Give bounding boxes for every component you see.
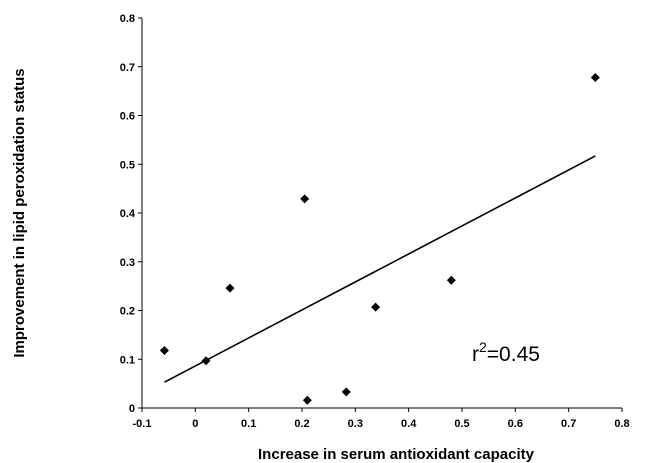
x-tick-label: -0.1: [133, 418, 152, 430]
x-axis-ticks: -0.1 0 0.1 0.2 0.3 0.4 0.5 0.6 0.7 0.8: [133, 408, 630, 430]
data-point: [446, 275, 456, 285]
x-tick-label: 0.4: [401, 418, 417, 430]
data-point: [590, 72, 600, 82]
data-point: [201, 356, 211, 366]
y-tick-label: 0.3: [120, 257, 135, 269]
x-tick-label: 0.2: [294, 418, 309, 430]
y-tick-label: 0.2: [120, 306, 135, 318]
r-squared-annotation: r2=0.45: [472, 339, 540, 366]
data-point: [225, 283, 235, 293]
y-tick-label: 0.6: [120, 111, 135, 123]
trendline: [164, 155, 596, 383]
y-axis-ticks: 0 0.1 0.2 0.3 0.4 0.5 0.6 0.7 0.8: [120, 13, 142, 415]
y-tick-label: 0.7: [120, 62, 135, 74]
x-tick-label: 0.8: [614, 418, 629, 430]
x-tick-label: 0.7: [561, 418, 576, 430]
y-axis-title: Improvement in lipid peroxidation status: [11, 68, 28, 357]
x-tick-label: 0: [192, 418, 198, 430]
x-tick-label: 0.1: [241, 418, 256, 430]
y-tick-label: 0.8: [120, 13, 135, 25]
x-axis-title: Increase in serum antioxidant capacity: [258, 446, 535, 463]
y-tick-label: 0.5: [120, 159, 135, 171]
x-tick-label: 0.5: [454, 418, 469, 430]
y-tick-label: 0.4: [120, 208, 136, 220]
x-tick-label: 0.3: [348, 418, 363, 430]
data-point: [341, 387, 351, 397]
x-tick-label: 0.6: [508, 418, 523, 430]
data-point: [300, 194, 310, 204]
data-point: [371, 302, 381, 312]
data-points: [159, 72, 600, 405]
data-point: [159, 345, 169, 355]
y-tick-label: 0: [129, 403, 135, 415]
data-point: [302, 395, 312, 405]
y-tick-label: 0.1: [120, 354, 135, 366]
